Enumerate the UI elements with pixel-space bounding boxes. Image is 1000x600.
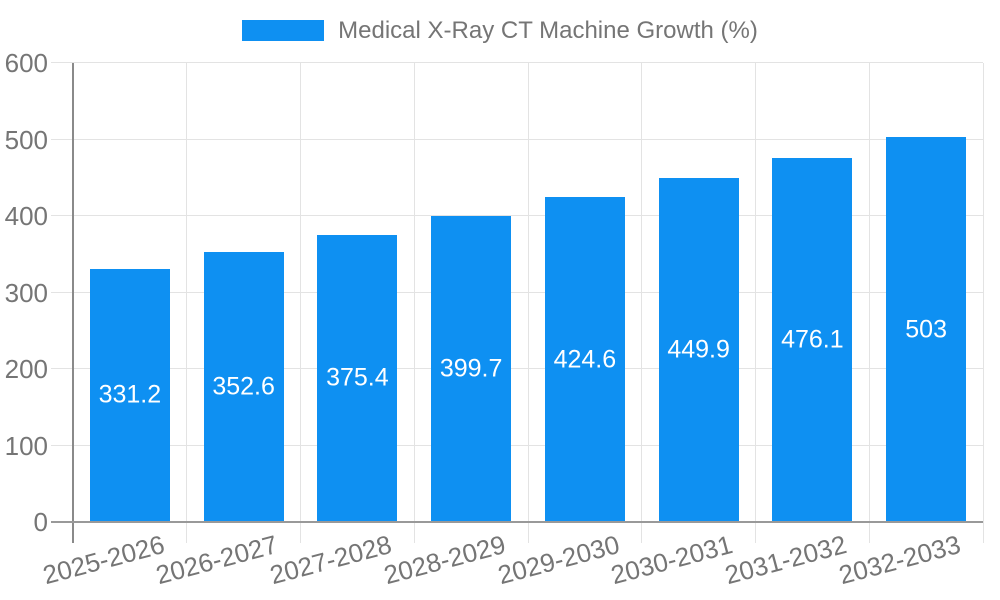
gridline-horizontal [51,215,983,216]
x-axis-tick-label: 2025-2026 [39,529,168,591]
gridline-horizontal [51,444,983,446]
gridline-horizontal [51,368,983,369]
bar-value-label: 424.6 [553,345,617,374]
y-axis-tick-label: 300 [4,277,48,308]
gridline-vertical [982,63,984,543]
legend-swatch[interactable] [242,20,325,41]
y-axis-tick-label: 0 [33,507,48,537]
x-axis-tick-label: 2030-2031 [608,529,736,591]
bar-2026-2027[interactable] [203,252,284,521]
y-axis-tick-label: 600 [4,48,48,78]
x-axis-tick-label: 2029-2030 [494,529,623,591]
bar-2028-2029[interactable] [431,216,512,521]
legend: Medical X-Ray CT Machine Growth (%) [0,17,1000,44]
bar-value-label: 352.6 [212,372,275,401]
bar-2029-2030[interactable] [544,197,625,521]
x-axis-tick-label: 2032-2033 [835,529,964,591]
gridline-vertical [868,63,870,543]
bar-value-label: 399.7 [439,354,503,383]
x-axis-tick-label: 2031-2032 [721,529,850,591]
y-axis-tick-label: 400 [4,201,48,231]
gridline-vertical [186,63,188,543]
gridline-horizontal [51,138,983,140]
bar-value-label: 375.4 [326,363,389,392]
bar-2031-2032[interactable] [772,157,853,521]
gridline-vertical [413,63,415,543]
x-axis-tick-label: 2028-2029 [380,529,509,591]
x-axis-tick-label: 2026-2027 [153,529,281,591]
bar-2030-2031[interactable] [658,177,739,521]
gridline-vertical [641,63,643,543]
bar-value-label: 503 [905,315,947,344]
y-axis-tick-label: 100 [4,430,48,461]
bar-value-label: 476.1 [781,325,844,354]
gridline-vertical [527,63,529,543]
gridline-vertical [755,63,756,543]
bar-value-label: 449.9 [667,335,730,364]
gridline-horizontal [51,291,983,293]
gridline-vertical [300,63,301,543]
bar-2025-2026[interactable] [89,268,170,521]
bar-2027-2028[interactable] [317,234,398,521]
y-axis-line [72,63,74,543]
bar-2032-2033[interactable] [886,137,967,521]
x-axis-tick-label: 2027-2028 [266,529,395,591]
bar-value-label: 331.2 [98,380,162,409]
legend-label[interactable]: Medical X-Ray CT Machine Growth (%) [338,17,758,44]
x-axis-line [51,521,983,523]
y-axis-tick-label: 200 [4,354,48,384]
y-axis-tick-label: 500 [4,124,48,155]
gridline-horizontal [51,62,983,63]
